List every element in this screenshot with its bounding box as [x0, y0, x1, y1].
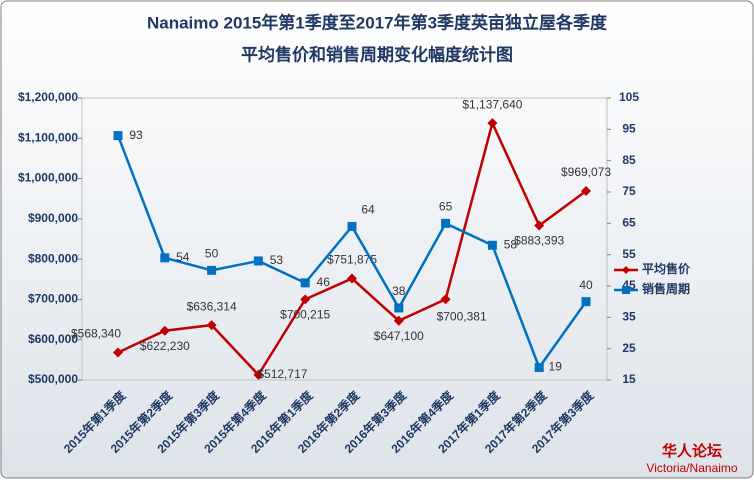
y2-tick-label: 35: [622, 310, 636, 324]
marker: [347, 273, 357, 284]
y-tick-label: $600,000: [28, 332, 78, 346]
y-tick-label: $1,100,000: [18, 130, 78, 144]
data-label: $700,381: [437, 309, 487, 323]
data-label: $751,875: [327, 253, 377, 267]
marker: [300, 294, 311, 305]
marker: [441, 218, 451, 228]
legend-label: 销售周期: [642, 281, 690, 296]
y-tick-label: $1,200,000: [18, 90, 78, 104]
chart-title: Nanaimo 2015年第1季度至2017年第3季度英亩独立屋各季度: [147, 12, 608, 32]
y2-tick-label: 65: [622, 216, 636, 230]
marker: [534, 362, 544, 372]
data-label: 19: [549, 360, 563, 374]
y2-tick-label: 15: [622, 372, 636, 386]
chart-subtitle: 平均售价和销售周期变化幅度统计图: [241, 44, 513, 64]
marker: [207, 265, 217, 275]
marker: [347, 221, 357, 231]
footer-logo: Victoria/Nanaimo: [646, 461, 737, 475]
data-label: 40: [579, 278, 593, 292]
y2-tick-label: 105: [619, 90, 639, 104]
legend-marker: [622, 266, 630, 274]
marker: [206, 320, 217, 331]
marker: [113, 131, 123, 141]
y-tick-label: $500,000: [28, 372, 78, 386]
y-tick-label: $1,000,000: [18, 171, 78, 185]
data-label: 64: [361, 203, 375, 217]
data-label: $969,073: [561, 165, 611, 179]
footer-logo: 华人论坛: [662, 442, 722, 460]
marker: [534, 220, 545, 231]
data-label: $883,393: [514, 234, 564, 248]
data-label: 93: [129, 128, 143, 142]
marker: [113, 347, 123, 358]
data-label: 53: [270, 253, 284, 267]
data-label: 38: [392, 284, 406, 298]
data-label: $512,717: [257, 367, 307, 381]
data-label: $647,100: [374, 329, 424, 343]
legend-label: 平均售价: [642, 261, 691, 276]
marker: [394, 303, 404, 313]
data-label: $1,137,640: [462, 97, 522, 111]
data-label: 58: [504, 237, 518, 251]
y2-tick-label: 25: [622, 341, 636, 355]
marker: [159, 325, 170, 336]
data-label: $636,314: [187, 299, 237, 313]
data-label: $568,340: [71, 327, 121, 341]
data-label: 65: [439, 200, 453, 214]
data-label: 50: [205, 247, 219, 261]
y2-tick-label: 75: [622, 184, 636, 198]
y2-tick-label: 95: [622, 122, 636, 136]
marker: [487, 240, 497, 250]
marker: [440, 294, 451, 305]
data-label: $700,215: [280, 308, 330, 322]
y-tick-label: $700,000: [28, 292, 78, 306]
marker: [160, 253, 170, 263]
plot-area: [81, 97, 608, 381]
marker: [581, 186, 591, 197]
marker: [253, 256, 263, 266]
marker: [581, 297, 591, 307]
legend-marker: [622, 286, 630, 294]
y2-tick-label: 55: [622, 247, 636, 261]
y2-tick-label: 85: [622, 153, 636, 167]
data-label: 54: [176, 250, 190, 264]
y-tick-label: $900,000: [28, 211, 78, 225]
data-label: $622,230: [140, 339, 190, 353]
data-label: 46: [317, 275, 331, 289]
marker: [300, 278, 310, 288]
y-tick-label: $800,000: [28, 251, 78, 265]
marker: [487, 118, 498, 129]
marker: [253, 369, 264, 380]
marker: [393, 315, 404, 326]
